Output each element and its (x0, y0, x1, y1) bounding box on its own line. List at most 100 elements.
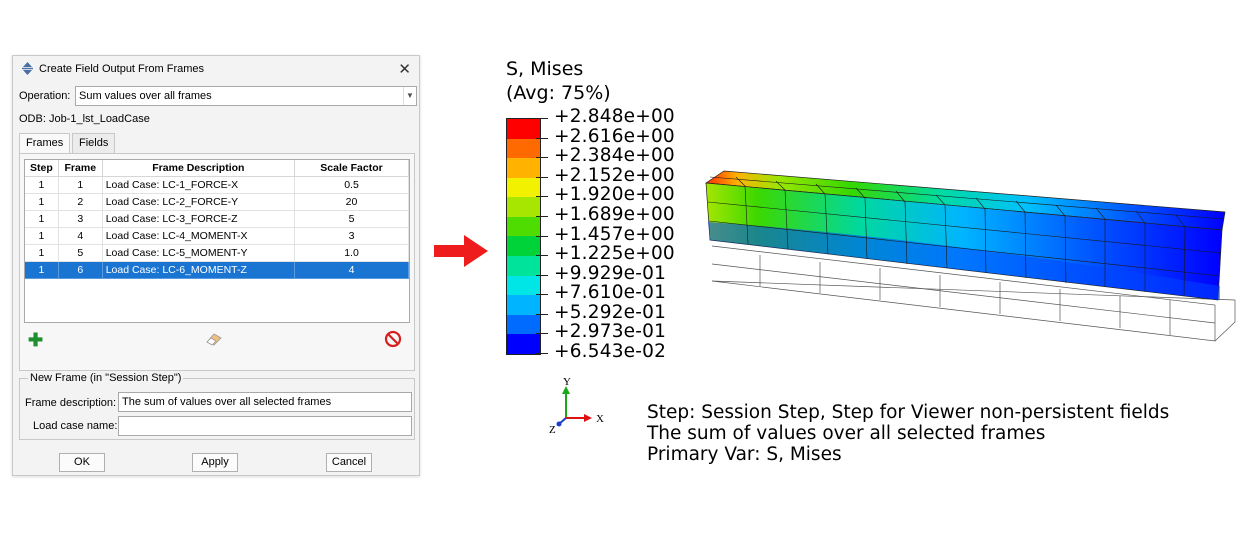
info-step: Step: Session Step, Step for Viewer non-… (647, 402, 1170, 423)
cell-frame[interactable]: 3 (58, 210, 103, 228)
cell-description[interactable]: Load Case: LC-1_FORCE-X (102, 176, 296, 194)
table-row[interactable]: 1 1 Load Case: LC-1_FORCE-X 0.5 (25, 176, 409, 194)
cell-scale-factor[interactable]: 20 (294, 193, 409, 211)
header-step[interactable]: Step (25, 160, 59, 177)
add-icon[interactable]: ✚ (28, 330, 44, 350)
legend-tick (536, 294, 548, 296)
cell-frame[interactable]: 4 (58, 227, 103, 245)
frames-table[interactable]: Step Frame Frame Description Scale Facto… (24, 159, 410, 323)
color-band (507, 158, 540, 178)
color-band (507, 216, 540, 237)
cell-step[interactable]: 1 (25, 244, 59, 262)
legend-tick (536, 353, 548, 354)
cell-frame[interactable]: 1 (58, 176, 103, 194)
cell-frame[interactable]: 6 (58, 261, 103, 279)
arrow-right-icon (434, 235, 488, 267)
legend-tick (536, 255, 548, 257)
frame-description-label: Frame description: (25, 397, 117, 409)
frames-panel: Step Frame Frame Description Scale Facto… (19, 153, 415, 371)
triad-y-label: Y (563, 376, 571, 388)
cell-description[interactable]: Load Case: LC-5_MOMENT-Y (102, 244, 296, 262)
operation-select[interactable]: Sum values over all frames ▼ (75, 86, 417, 106)
color-band (507, 177, 540, 198)
tab-frames[interactable]: Frames (19, 133, 71, 154)
operation-label: Operation: (19, 90, 71, 102)
color-band (507, 119, 540, 139)
color-band (507, 314, 540, 335)
table-row-selected[interactable]: 1 6 Load Case: LC-6_MOMENT-Z 4 (25, 261, 409, 279)
ok-button[interactable]: OK (59, 453, 105, 472)
table-row[interactable]: 1 2 Load Case: LC-2_FORCE-Y 20 (25, 193, 409, 211)
legend-tick (536, 215, 548, 217)
legend-tick (536, 333, 548, 335)
new-frame-group: New Frame (in "Session Step") Frame desc… (19, 372, 415, 440)
cell-scale-factor[interactable]: 5 (294, 210, 409, 228)
cell-description[interactable]: Load Case: LC-6_MOMENT-Z (102, 261, 296, 279)
color-band (507, 275, 540, 296)
apply-button[interactable]: Apply (192, 453, 238, 472)
frame-description-input[interactable]: The sum of values over all selected fram… (118, 392, 412, 412)
legend-average: (Avg: 75%) (506, 82, 611, 104)
legend-value: +7.610e-01 (554, 282, 667, 304)
table-row[interactable]: 1 5 Load Case: LC-5_MOMENT-Y 1.0 (25, 244, 409, 262)
cell-frame[interactable]: 5 (58, 244, 103, 262)
cell-step[interactable]: 1 (25, 261, 59, 279)
table-row[interactable]: 1 4 Load Case: LC-4_MOMENT-X 3 (25, 227, 409, 245)
cancel-button[interactable]: Cancel (326, 453, 372, 472)
title-bar: Create Field Output From Frames ✕ (13, 56, 419, 82)
view-triad: Y X Z (546, 376, 606, 443)
legend-value: +2.973e-01 (554, 321, 667, 343)
header-frame[interactable]: Frame (58, 160, 103, 177)
legend-value: +1.920e+00 (554, 184, 675, 206)
create-field-output-dialog: Create Field Output From Frames ✕ Operat… (12, 55, 420, 476)
legend-title: S, Mises (506, 58, 584, 80)
cell-scale-factor[interactable]: 4 (294, 261, 409, 279)
color-band (507, 236, 540, 257)
cell-description[interactable]: Load Case: LC-4_MOMENT-X (102, 227, 296, 245)
legend-value: +2.616e+00 (554, 125, 675, 147)
cell-step[interactable]: 1 (25, 210, 59, 228)
legend-value: +2.848e+00 (554, 106, 675, 127)
color-bar (506, 118, 541, 355)
cell-description[interactable]: Load Case: LC-2_FORCE-Y (102, 193, 296, 211)
cell-step[interactable]: 1 (25, 176, 59, 194)
load-case-input[interactable] (118, 416, 412, 436)
legend-value: +1.689e+00 (554, 203, 675, 225)
legend-value: +6.543e-02 (554, 341, 667, 362)
tab-fields[interactable]: Fields (72, 133, 116, 153)
new-frame-group-title: New Frame (in "Session Step") (28, 372, 184, 384)
chevron-down-icon[interactable]: ▼ (403, 87, 416, 105)
cell-step[interactable]: 1 (25, 193, 59, 211)
info-primary-var: Primary Var: S, Mises (647, 444, 842, 465)
eraser-icon[interactable] (205, 332, 223, 346)
legend-tick (536, 313, 548, 315)
header-scale-factor[interactable]: Scale Factor (294, 160, 409, 177)
cell-scale-factor[interactable]: 3 (294, 227, 409, 245)
legend-tick (536, 235, 548, 237)
legend-value: +5.292e-01 (554, 301, 667, 323)
legend-tick (536, 137, 548, 139)
color-band (507, 256, 540, 276)
cell-frame[interactable]: 2 (58, 193, 103, 211)
table-row[interactable]: 1 3 Load Case: LC-3_FORCE-Z 5 (25, 210, 409, 228)
delete-icon[interactable] (384, 330, 402, 348)
cell-step[interactable]: 1 (25, 227, 59, 245)
close-icon[interactable]: ✕ (398, 61, 411, 78)
color-band (507, 197, 540, 217)
cell-scale-factor[interactable]: 0.5 (294, 176, 409, 194)
operation-value: Sum values over all frames (79, 90, 212, 102)
legend-value: +2.384e+00 (554, 145, 675, 167)
fe-model-viewport[interactable] (700, 150, 1240, 350)
frame-description-value: The sum of values over all selected fram… (122, 396, 332, 408)
legend-value: +2.152e+00 (554, 164, 675, 186)
color-band (507, 295, 540, 315)
dialog-title: Create Field Output From Frames (39, 63, 205, 75)
cell-description[interactable]: Load Case: LC-3_FORCE-Z (102, 210, 296, 228)
triad-x-label: X (596, 413, 604, 425)
odb-label: ODB: Job-1_lst_LoadCase (19, 113, 150, 125)
legend-tick (536, 118, 548, 119)
table-header-row: Step Frame Frame Description Scale Facto… (25, 160, 409, 177)
cell-scale-factor[interactable]: 1.0 (294, 244, 409, 262)
legend-tick (536, 157, 548, 159)
header-frame-description[interactable]: Frame Description (102, 160, 296, 177)
